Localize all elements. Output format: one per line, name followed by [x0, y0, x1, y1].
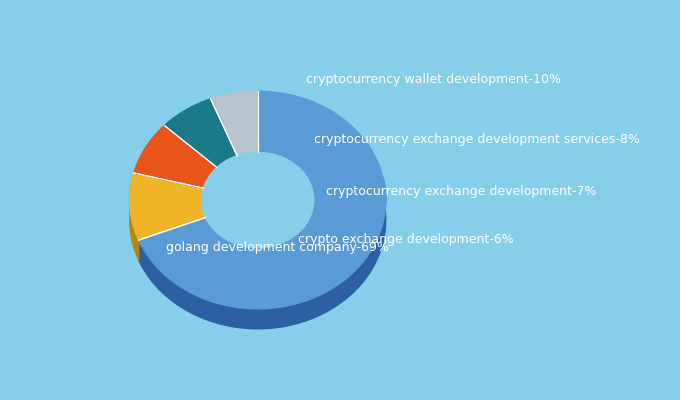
Polygon shape [130, 178, 139, 260]
Polygon shape [165, 99, 237, 168]
Polygon shape [130, 173, 205, 240]
Text: crypto exchange development-6%: crypto exchange development-6% [298, 234, 513, 246]
Polygon shape [211, 91, 258, 156]
Text: cryptocurrency exchange development services-8%: cryptocurrency exchange development serv… [313, 134, 640, 146]
Text: cryptocurrency exchange development-7%: cryptocurrency exchange development-7% [326, 186, 596, 198]
Polygon shape [139, 91, 386, 309]
Text: golang development company-69%: golang development company-69% [166, 242, 388, 254]
Polygon shape [139, 178, 386, 329]
Polygon shape [134, 126, 217, 188]
Text: cryptocurrency wallet development-10%: cryptocurrency wallet development-10% [306, 74, 561, 86]
Polygon shape [202, 152, 313, 248]
